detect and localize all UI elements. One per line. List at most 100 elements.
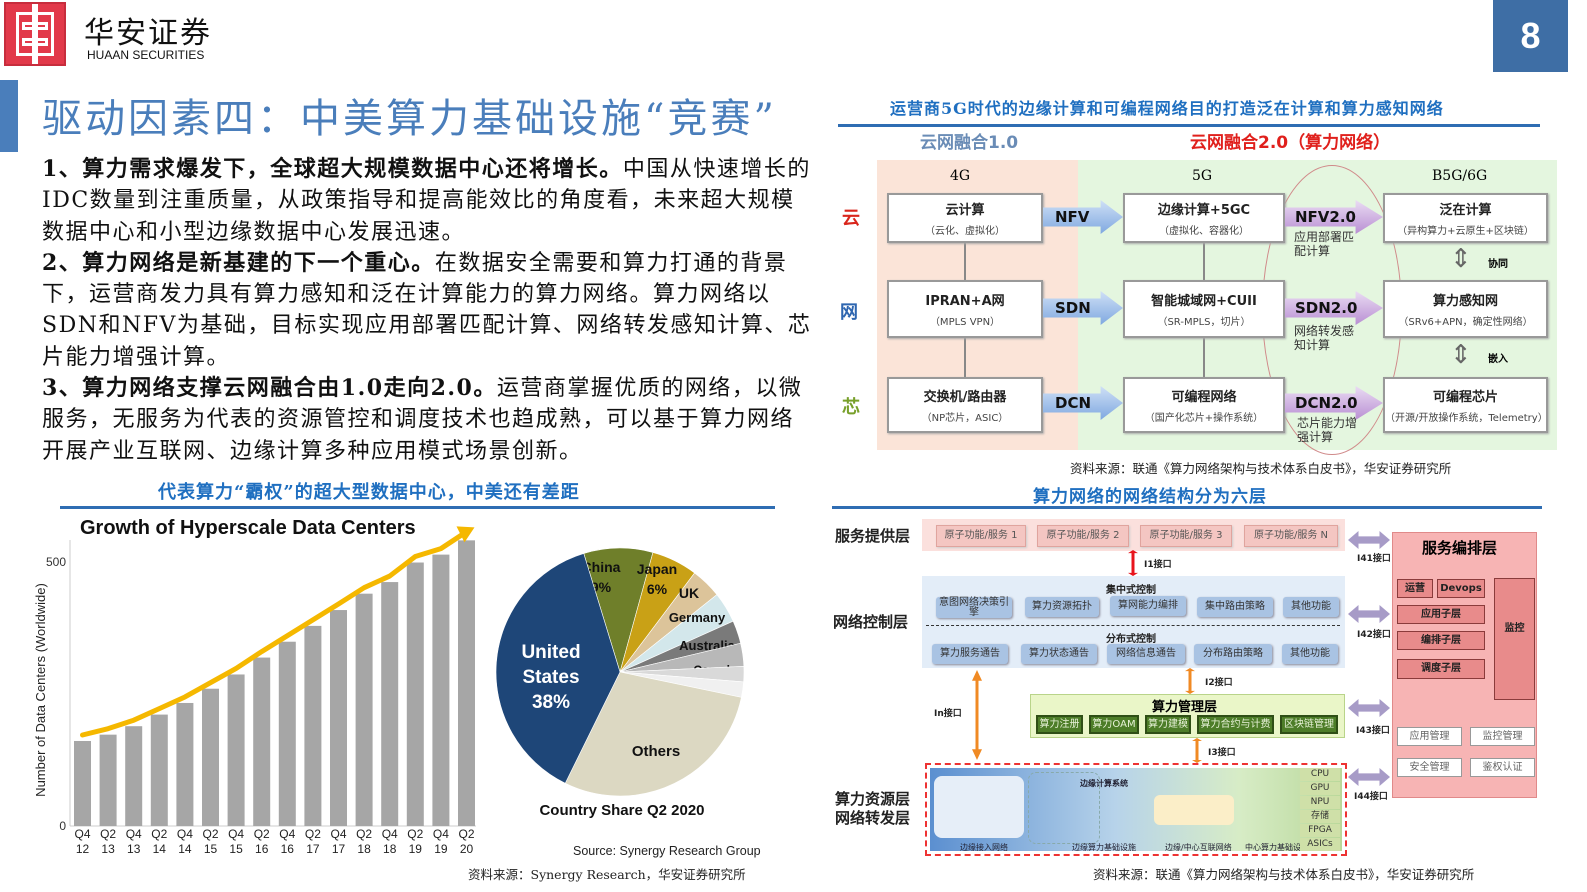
box-ipran: IPRAN+A网 （MPLS VPN） <box>887 280 1043 338</box>
pie-label: UK <box>679 585 699 601</box>
pie-label: 9% <box>591 579 612 595</box>
box-programmable-network: 可编程网络 （国产化芯片+操作系统） <box>1123 377 1285 433</box>
bar-Q4-14 <box>176 702 194 826</box>
bar-Q2-14 <box>150 714 168 826</box>
resource-label: 边缘/中心互联网络 <box>1165 843 1232 852</box>
bar-Q4-17 <box>330 610 347 826</box>
in-label: In接口 <box>934 709 962 719</box>
x-tick-label: 14 <box>178 842 192 856</box>
layer-service: 服务提供层 <box>835 527 911 545</box>
edge-compute-area <box>1028 772 1100 844</box>
i1-arrow <box>1128 550 1138 576</box>
x-tick-label: 17 <box>332 842 346 856</box>
orch-ops: 运营 <box>1397 579 1433 598</box>
bar-Q2-15 <box>202 688 219 826</box>
control-item: 意图网络决策引擎 <box>936 597 1012 618</box>
left-figure-source: 资料来源：Synergy Research，华安证券研究所 <box>468 867 746 882</box>
i44-arrow <box>1348 768 1390 786</box>
layer-resource: 算力资源层 <box>835 790 911 808</box>
layer-control: 网络控制层 <box>833 613 909 631</box>
distributed-control-title: 分布式控制 <box>1106 634 1156 645</box>
huaan-logo-mark <box>4 2 66 66</box>
pie-label: States <box>522 667 579 688</box>
service-item: 原子功能/服务 2 <box>1037 525 1129 547</box>
pie-slice-united-states <box>495 553 621 784</box>
y-tick-label: 500 <box>46 555 66 569</box>
x-tick-label: 12 <box>76 842 90 856</box>
bottom-right-source: 资料来源：联通《算力网络架构与技术体系白皮书》，华安证券研究所 <box>1093 867 1475 882</box>
page-title: 驱动因素四：中美算力基础设施“竞赛” <box>42 96 777 142</box>
i3-label: I3接口 <box>1208 748 1236 758</box>
bar-Q2-18 <box>355 593 373 826</box>
i1-label: I1接口 <box>1144 560 1172 570</box>
i44-label: I44接口 <box>1354 792 1388 802</box>
x-tick-label: Q4 <box>126 827 142 841</box>
service-item: 原子功能/服务 N <box>1244 525 1338 547</box>
box-compute-aware-network: 算力感知网 （SRv6+APN，确定性网络） <box>1383 280 1548 338</box>
i2-arrow <box>1185 668 1195 694</box>
pie-label: Japan <box>637 561 677 577</box>
bar-chart: 0500Q412Q213Q413Q214Q414Q215Q415Q216Q416… <box>46 526 476 856</box>
orch-sched-sublayer: 调度子层 <box>1397 659 1485 679</box>
orch-orch-sublayer: 编排子层 <box>1397 631 1485 650</box>
top-right-source: 资料来源：联通《算力网络架构与技术体系白皮书》，华安证券研究所 <box>1070 461 1452 476</box>
control-item: 算力服务通告 <box>932 644 1008 664</box>
x-tick-label: 17 <box>306 842 320 856</box>
pie-label: China <box>582 559 621 575</box>
in-arrow <box>972 670 982 760</box>
x-tick-label: 19 <box>409 842 423 856</box>
interconnect-area <box>1154 795 1234 825</box>
x-tick-label: 15 <box>229 842 243 856</box>
x-tick-label: Q2 <box>254 827 270 841</box>
x-tick-label: 14 <box>153 842 167 856</box>
hw-storage: 存储 <box>1300 810 1340 823</box>
point-3: 3、算力网络支撑云网融合由1.0走向2.0。运营商掌握优质的网络，以微服务，无服… <box>42 375 803 464</box>
row-cloud: 云 <box>842 208 860 229</box>
x-tick-label: Q4 <box>74 827 90 841</box>
bar-Q4-16 <box>278 641 296 826</box>
mgmt-item: 算力建模 <box>1145 715 1191 734</box>
mgmt-title: 算力管理层 <box>1152 700 1218 715</box>
double-arrow-icon: ⇕ <box>1450 244 1472 274</box>
left-figure-caption: 代表算力“霸权”的超大型数据中心，中美还有差距 <box>158 482 580 503</box>
service-item: 原子功能/服务 3 <box>1140 525 1232 547</box>
note-app-deploy: 应用部署匹配计算 <box>1294 230 1355 258</box>
bar-Q2-19 <box>406 562 424 826</box>
bar-Q4-19 <box>432 554 450 826</box>
orch-app-sublayer: 应用子层 <box>1397 605 1485 624</box>
pie-label: 38% <box>532 692 570 713</box>
brand-name-en: HUAAN SECURITIES <box>87 48 205 62</box>
x-tick-label: Q4 <box>433 827 449 841</box>
hw-asics: ASICs <box>1300 838 1340 851</box>
box-switch-router: 交换机/路由器 （NP芯片，ASIC） <box>887 377 1043 433</box>
brand-name-cn: 华安证券 <box>84 16 212 51</box>
hw-fpga: FPGA <box>1300 824 1340 837</box>
row-chip: 芯 <box>842 397 860 418</box>
edge-access-area <box>934 776 1024 838</box>
pie-label: Others <box>632 743 680 760</box>
x-tick-label: Q4 <box>330 827 346 841</box>
title-accent-bar <box>0 80 18 152</box>
top-right-caption: 运营商5G时代的边缘计算和可编程网络目的打造泛在计算和算力感知网络 <box>890 99 1444 118</box>
top-right-divider <box>838 124 1540 127</box>
box-programmable-chip: 可编程芯片 （开源/开放操作系统，Telemetry） <box>1383 377 1548 433</box>
i3-arrow <box>1192 738 1202 763</box>
mgmt-item: 算力OAM <box>1089 715 1139 734</box>
orch-monitor-mgmt: 监控管理 <box>1470 727 1535 746</box>
era-1-label: 云网融合1.0 <box>920 133 1019 153</box>
central-control-title: 集中式控制 <box>1106 585 1156 596</box>
bar-Q2-16 <box>253 657 271 826</box>
x-tick-label: Q2 <box>356 827 372 841</box>
chart-source-en: Source: Synergy Research Group <box>573 844 761 858</box>
x-tick-label: Q2 <box>305 827 321 841</box>
x-tick-label: Q2 <box>151 827 167 841</box>
control-item: 算网能力编排 <box>1110 596 1186 616</box>
link-embed: 嵌入 <box>1488 354 1508 365</box>
resource-label: 边缘接入网络 <box>960 843 1008 852</box>
x-tick-label: Q2 <box>100 827 116 841</box>
x-tick-label: 15 <box>204 842 218 856</box>
control-item: 其他功能 <box>1283 597 1339 617</box>
bottom-right-caption: 算力网络的网络结构分为六层 <box>1033 487 1267 507</box>
x-tick-label: Q2 <box>407 827 423 841</box>
x-tick-label: Q4 <box>279 827 295 841</box>
